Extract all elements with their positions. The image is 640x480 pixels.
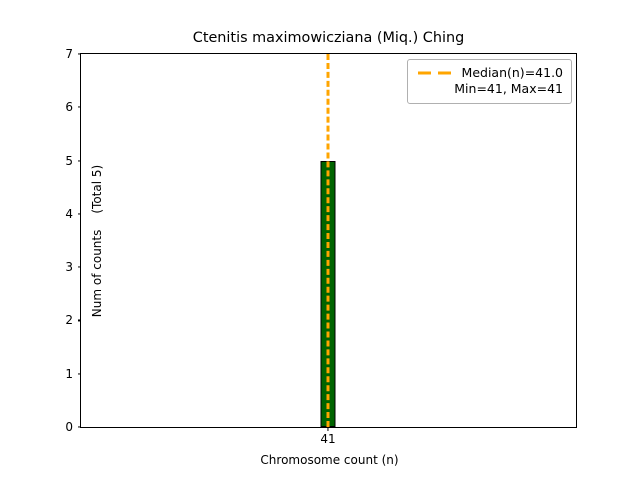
- y-tick-mark: [77, 106, 81, 108]
- x-axis-label: Chromosome count (n): [260, 453, 399, 467]
- y-tick-label: 1: [65, 366, 73, 381]
- x-tick-mark: [327, 427, 329, 431]
- legend-entry-minmax: Min=41, Max=41: [416, 81, 563, 97]
- legend-label-median: Median(n)=41.0: [461, 65, 563, 80]
- y-tick-label: 4: [65, 206, 73, 221]
- y-tick-mark: [77, 160, 81, 162]
- y-tick-mark: [77, 53, 81, 55]
- x-tick-label: 41: [320, 432, 336, 446]
- dashed-line-icon: [416, 67, 454, 79]
- y-tick-mark: [77, 266, 81, 268]
- y-tick-mark: [77, 213, 81, 215]
- legend-entry-median: Median(n)=41.0: [416, 65, 563, 81]
- legend-label-minmax: Min=41, Max=41: [454, 81, 563, 96]
- median-line: [326, 54, 330, 427]
- y-axis-label-total: (Total 5): [90, 164, 105, 214]
- y-tick-label: 0: [65, 420, 73, 434]
- y-tick-label: 6: [65, 100, 73, 115]
- chart-title: Ctenitis maximowicziana (Miq.) Ching: [192, 30, 465, 46]
- y-tick-label: 7: [65, 47, 73, 61]
- y-tick-label: 5: [65, 153, 73, 168]
- y-tick-mark: [77, 319, 81, 321]
- y-tick-label: 3: [65, 260, 73, 275]
- plot-area: Num of counts (Total 5) 0 1 2 3 4 5 6: [65, 48, 577, 467]
- y-tick-mark: [77, 373, 81, 375]
- y-axis-label: Num of counts (Total 5): [90, 164, 104, 316]
- y-tick-label: 2: [65, 313, 73, 328]
- chart-legend[interactable]: Median(n)=41.0 Min=41, Max=41: [406, 59, 572, 104]
- y-axis-label-main: Num of counts: [90, 229, 105, 317]
- y-tick-mark: [77, 426, 81, 428]
